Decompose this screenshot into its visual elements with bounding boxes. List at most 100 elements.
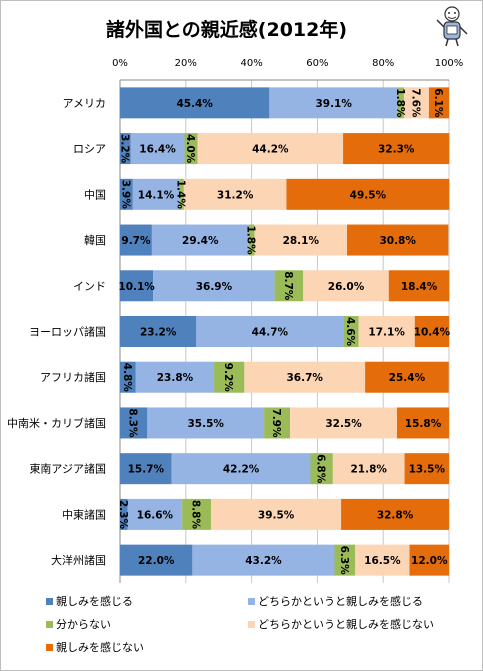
data-label: 9.2% <box>222 363 234 393</box>
bar-segment <box>120 544 193 576</box>
bar-segment <box>120 270 154 302</box>
bar-segment <box>414 316 449 347</box>
data-label: 8.7% <box>282 271 294 301</box>
data-label: 32.5% <box>325 418 362 430</box>
category-label: 中東諸国 <box>62 507 106 521</box>
bar-segment <box>254 224 348 256</box>
data-label: 14.1% <box>138 189 175 201</box>
bar-segment <box>343 316 359 347</box>
data-label: 7.9% <box>270 408 282 438</box>
data-label: 16.4% <box>139 144 176 156</box>
bar-segment <box>153 270 275 302</box>
bar-segment <box>397 407 449 439</box>
data-label: 26.0% <box>328 281 365 293</box>
legend-swatch <box>46 621 53 628</box>
legend-swatch <box>46 598 53 605</box>
bar-segment <box>244 361 366 393</box>
category-label: インド <box>73 280 106 293</box>
category-label: 中南米・カリブ諸国 <box>7 416 106 430</box>
bar-segment <box>120 498 128 530</box>
data-label: 36.7% <box>287 372 324 384</box>
x-tick-label: 100% <box>435 58 464 69</box>
data-label: 15.7% <box>128 464 165 476</box>
data-label: 6.1% <box>432 88 444 118</box>
bar-segment <box>310 453 333 485</box>
data-label: 4.6% <box>344 317 356 347</box>
data-label: 13.5% <box>409 464 446 476</box>
bar-segment <box>120 407 148 439</box>
bar-segment <box>182 498 212 530</box>
bar-segment <box>343 133 450 165</box>
data-label: 17.1% <box>368 327 405 339</box>
category-label: 大洋州諸国 <box>51 553 106 567</box>
x-tick-label: 20% <box>175 58 197 69</box>
bar-segment <box>192 544 335 576</box>
bar-segment <box>120 361 136 393</box>
bar-segment <box>398 87 404 119</box>
data-label: 29.4% <box>182 235 219 247</box>
bar-segment <box>184 133 198 165</box>
data-label: 4.0% <box>184 134 196 164</box>
mascot-icon <box>436 6 468 47</box>
legend-label: 親しみを感じる <box>56 595 133 608</box>
data-label: 1.8% <box>245 225 257 255</box>
bar-segment <box>274 270 304 302</box>
category-label: 中国 <box>84 188 106 201</box>
data-label: 42.2% <box>223 464 260 476</box>
data-label: 30.8% <box>379 235 416 247</box>
bar-segment <box>120 224 152 256</box>
bar-segment <box>355 544 410 576</box>
bar-segment <box>211 498 342 530</box>
data-label: 2.3% <box>117 500 129 530</box>
bar-segment <box>404 453 449 485</box>
data-label: 23.8% <box>157 372 194 384</box>
legend-label: 親しみを感じない <box>56 641 144 654</box>
data-label: 9.7% <box>121 235 151 247</box>
category-label: アメリカ <box>63 97 106 110</box>
x-tick-label: 40% <box>240 58 262 69</box>
data-label: 15.8% <box>405 418 442 430</box>
data-label: 44.2% <box>252 144 289 156</box>
bar-segment <box>428 87 449 119</box>
chart-title: 諸外国との親近感(2012年) <box>106 18 347 41</box>
bar-segment <box>214 361 245 393</box>
category-label: 東南アジア諸国 <box>29 462 106 476</box>
data-label: 7.6% <box>409 88 421 118</box>
bar-segment <box>147 407 265 439</box>
data-label: 8.3% <box>127 408 139 438</box>
data-label: 39.5% <box>258 509 295 521</box>
bar-segment <box>365 361 449 393</box>
bar-segment <box>127 498 183 530</box>
legend-label: 分からない <box>56 618 111 631</box>
x-tick-label: 0% <box>112 58 128 69</box>
bar-segment <box>290 407 398 439</box>
bar-segment <box>303 270 389 302</box>
data-label: 3.2% <box>118 134 130 164</box>
category-label: 韓国 <box>84 234 106 247</box>
x-tick-label: 60% <box>306 58 328 69</box>
bar-segment <box>264 407 291 439</box>
data-label: 4.8% <box>121 363 133 393</box>
data-label: 1.8% <box>394 88 406 118</box>
data-label: 44.7% <box>252 327 289 339</box>
data-label: 6.3% <box>338 546 350 576</box>
data-label: 32.8% <box>377 509 414 521</box>
bar-segment <box>286 178 450 210</box>
data-label: 16.6% <box>137 509 174 521</box>
data-label: 10.4% <box>414 327 451 339</box>
bar-segment <box>183 178 287 210</box>
legend-label: どちらかというと親しみを感じる <box>258 595 423 608</box>
bar-segment <box>120 178 133 210</box>
data-label: 39.1% <box>315 98 352 110</box>
legend-swatch <box>248 598 255 605</box>
bar-segment <box>151 224 249 256</box>
bar-segment <box>388 270 450 302</box>
bar-segment <box>248 224 255 256</box>
data-label: 21.8% <box>351 464 388 476</box>
data-label: 25.4% <box>389 372 426 384</box>
bar-segment <box>132 178 180 210</box>
category-label: ロシア <box>73 143 106 156</box>
bar-segment <box>332 453 405 485</box>
data-label: 43.2% <box>245 555 282 567</box>
data-label: 49.5% <box>350 189 387 201</box>
